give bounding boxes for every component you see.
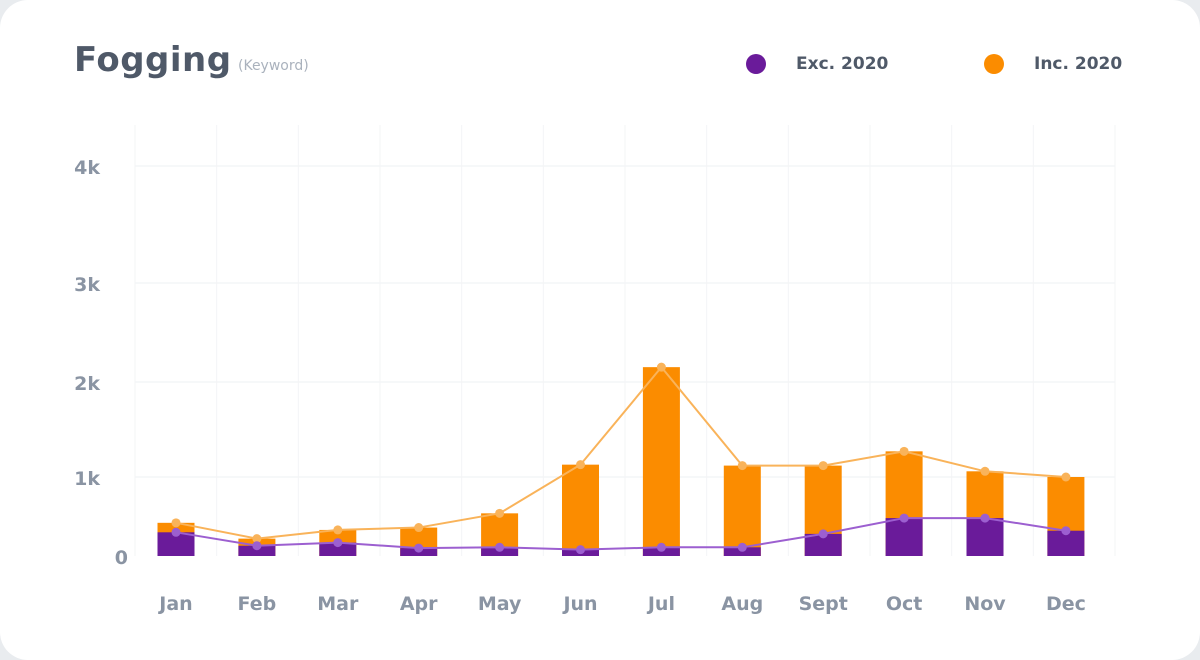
bar-inc-2020 [562,464,599,556]
series-point [980,466,990,476]
series-line [175,365,1066,540]
series-point [576,545,585,555]
legend-marker-inc-2020 [984,54,1004,74]
series-point [576,460,585,470]
legend-item-inc-2020[interactable]: Inc. 2020 [984,52,1122,76]
chart-title: Fogging [74,40,232,80]
bar-exc-2020 [966,518,1004,556]
x-tick-label: Apr [400,593,438,615]
series-point [980,513,990,523]
x-tick-label: Aug [721,593,763,615]
series-line [175,517,1067,551]
bar-exc-2020 [319,542,357,556]
series-point [333,538,343,548]
series-point [656,362,666,372]
y-tick-label: 1k [74,468,100,490]
y-tick-label: 0 [115,547,128,569]
y-tick-label: 3k [74,274,100,296]
y-tick-label: 4k [74,157,100,179]
series-point [333,525,343,535]
bar-exc-2020 [238,545,276,556]
legend-item-exc-2020[interactable]: Exc. 2020 [746,52,888,76]
legend-label-inc-2020: Inc. 2020 [1034,54,1123,74]
x-tick-label: Sept [799,593,848,615]
x-tick-label: Jul [646,593,675,615]
series-point [737,542,747,552]
x-tick-label: Jun [561,593,597,615]
series-point [1061,472,1071,482]
legend-marker-exc-2020 [746,54,766,74]
series-point [818,461,828,471]
x-tick-label: Jan [157,593,192,615]
legend-label-exc-2020: Exc. 2020 [796,54,889,74]
bar-inc-2020 [642,367,680,556]
series-point [414,543,424,553]
bar-exc-2020 [157,532,195,556]
x-tick-label: Feb [238,593,277,615]
series-point [899,513,909,523]
series-point [899,446,909,456]
series-point [1061,526,1071,536]
series-point [252,541,262,551]
series-point [656,542,666,552]
series-point [737,461,747,471]
x-tick-label: Nov [964,593,1006,615]
x-tick-label: Dec [1046,593,1086,615]
series-point [414,523,424,533]
bar-exc-2020 [885,518,923,556]
series-point [495,542,505,552]
chart-subtitle: (Keyword) [238,58,309,74]
bar-inc-2020 [723,465,761,556]
series-point [171,527,181,537]
bar-exc-2020 [804,533,842,556]
series-point [818,529,828,539]
series-point [252,534,262,544]
x-tick-label: Oct [886,593,923,615]
series-point [171,518,181,528]
y-tick-label: 2k [74,373,100,395]
x-tick-label: May [478,593,522,615]
x-tick-label: Mar [317,593,359,615]
series-point [495,508,505,518]
